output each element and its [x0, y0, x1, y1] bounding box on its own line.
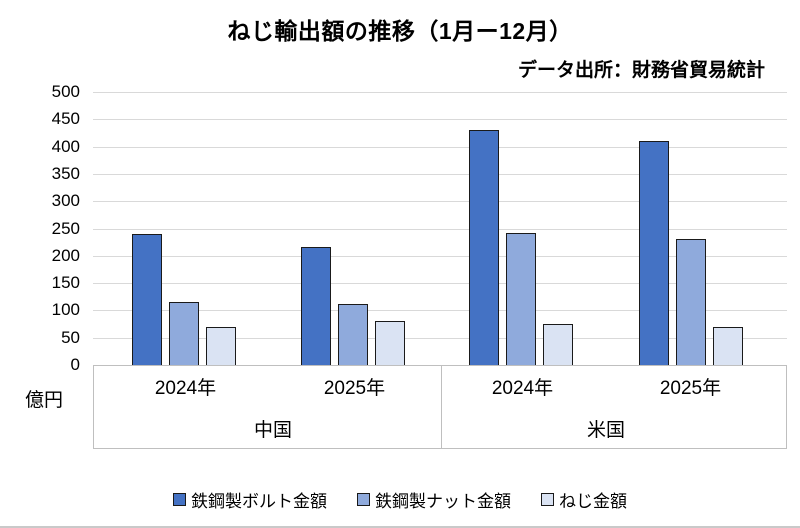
- country-label-米国: 米国: [586, 419, 625, 441]
- y-tick-label-450: 450: [51, 109, 80, 129]
- y-tick-label-50: 50: [61, 327, 80, 347]
- y-tick-label-500: 500: [51, 82, 80, 101]
- y-tick-label-150: 150: [51, 273, 80, 293]
- legend-label: 鉄鋼製ナット金額: [375, 492, 511, 511]
- gridline-0: [93, 365, 787, 366]
- y-tick-label-100: 100: [51, 300, 80, 320]
- gridline-500: [93, 92, 787, 93]
- legend-item-ねじ金額: ねじ金額: [541, 487, 627, 512]
- bar-鉄鋼製ボルト金額-米国 2024年: [469, 130, 499, 365]
- data-source-note: データ出所：財務省貿易統計: [517, 60, 765, 81]
- legend-marker-icon: [173, 493, 186, 506]
- bar-鉄鋼製ボルト金額-米国 2025年: [638, 141, 669, 365]
- country-label-row: 中国 米国: [94, 407, 786, 449]
- legend-marker-icon: [541, 493, 554, 506]
- legend: 鉄鋼製ボルト金額 鉄鋼製ナット金額 ねじ金額: [0, 487, 800, 512]
- country-label-中国: 中国: [253, 419, 292, 441]
- bar-鉄鋼製ナット金額-中国 2025年: [337, 303, 368, 365]
- bar-鉄鋼製ナット金額-中国 2024年: [169, 302, 199, 365]
- year-label-1: 2025年: [323, 377, 386, 399]
- gridline-250: [93, 228, 787, 230]
- y-axis-unit-label: 億円: [25, 390, 64, 411]
- bar-鉄鋼製ナット金額-米国 2024年: [506, 232, 536, 365]
- bar-ねじ金額-中国 2024年: [206, 326, 236, 365]
- gridline-350: [93, 173, 787, 175]
- bottom-divider: [0, 526, 800, 528]
- legend-label: ねじ金額: [559, 492, 627, 511]
- gridline-150: [93, 283, 787, 285]
- legend-item-鉄鋼製ナット金額: 鉄鋼製ナット金額: [357, 487, 511, 512]
- year-label-3: 2025年: [659, 377, 722, 399]
- plot-area: [93, 92, 787, 366]
- gridline-100: [93, 310, 787, 312]
- bar-ねじ金額-米国 2024年: [543, 324, 573, 365]
- legend-label: 鉄鋼製ボルト金額: [191, 492, 327, 511]
- gridline-300: [93, 201, 787, 203]
- bar-ねじ金額-米国 2025年: [712, 326, 743, 365]
- legend-item-鉄鋼製ボルト金額: 鉄鋼製ボルト金額: [173, 487, 327, 512]
- bar-鉄鋼製ナット金額-米国 2025年: [675, 239, 706, 365]
- chart-title: ねじ輸出額の推移（1月ー12月）: [227, 18, 573, 44]
- category-axis: 2024年 2025年 2024年 2025年 中国 米国: [93, 365, 787, 449]
- legend-marker-icon: [357, 493, 370, 506]
- gridline-400: [93, 146, 787, 148]
- y-tick-label-0: 0: [70, 355, 80, 374]
- gridline-50: [93, 337, 787, 339]
- gridline-200: [93, 255, 787, 257]
- year-label-0: 2024年: [154, 377, 217, 399]
- axis-group-divider: [441, 365, 442, 448]
- bar-鉄鋼製ボルト金額-中国 2024年: [132, 233, 162, 365]
- gridline-450: [93, 119, 787, 121]
- year-label-2: 2024年: [491, 377, 554, 399]
- y-tick-label-200: 200: [51, 245, 80, 265]
- year-label-row: 2024年 2025年 2024年 2025年: [94, 365, 786, 407]
- y-tick-label-300: 300: [51, 191, 80, 211]
- y-tick-label-350: 350: [51, 163, 80, 183]
- y-tick-label-250: 250: [51, 218, 80, 238]
- bar-ねじ金額-中国 2025年: [374, 321, 405, 365]
- bar-鉄鋼製ボルト金額-中国 2025年: [300, 246, 331, 365]
- y-tick-label-400: 400: [51, 136, 80, 156]
